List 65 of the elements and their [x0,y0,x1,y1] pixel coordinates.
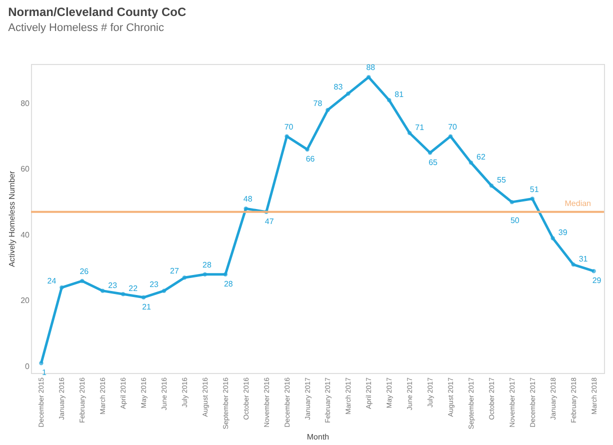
point [326,108,330,112]
y-axis-title: Actively Homeless Number [8,170,17,268]
data-label: 81 [394,90,404,100]
point [60,285,64,290]
data-label: 78 [313,99,323,108]
point [592,268,596,274]
point [510,200,514,204]
y-tick-label: 0 [25,362,30,371]
point [223,272,228,276]
point [571,262,576,267]
point [346,91,350,96]
data-label: 71 [415,123,425,132]
data-label: 70 [448,122,458,132]
data-label: 55 [496,176,506,185]
point [448,134,453,138]
point [489,184,494,188]
y-tick-label: 60 [20,164,30,174]
point [468,160,474,165]
point [141,295,146,300]
point [407,130,412,136]
data-label: 23 [108,280,118,290]
data-label: 83 [334,82,344,92]
point [530,196,534,201]
data-label: 21 [142,302,152,312]
data-label: 22 [128,284,138,294]
y-tick-label: 20 [20,296,30,306]
data-label: 70 [284,122,294,132]
point [305,147,310,152]
data-label: 27 [170,266,180,276]
point [100,288,105,293]
point [366,75,371,80]
y-tick-label: 40 [20,230,30,240]
data-label: 48 [243,194,253,204]
point [39,361,44,366]
chart-title: Norman/Cleveland County CoC [8,5,186,19]
ref-line-label: Median [564,198,591,208]
data-label: 31 [578,254,588,264]
y-tick-label: 80 [20,98,30,108]
point [387,98,392,102]
point [182,276,187,280]
data-label: 50 [510,216,520,226]
data-label: 66 [306,154,316,164]
point [550,236,555,240]
data-label: 24 [47,276,57,286]
point [80,278,84,284]
point [162,288,166,293]
chart-subtitle: Actively Homeless # for Chronic [8,22,164,34]
data-label: 26 [80,266,90,276]
data-label: 28 [202,260,212,270]
data-label: 62 [476,152,486,162]
data-label: 1 [42,368,48,378]
point [244,206,248,211]
point [428,150,432,155]
data-label: 88 [366,63,376,72]
data-label: 29 [592,276,602,286]
point [284,134,289,138]
data-label: 47 [264,216,274,226]
data-label: 23 [150,280,160,289]
data-label: 28 [224,279,234,288]
point [202,272,208,276]
data-label: 51 [530,184,540,194]
point [120,292,126,296]
data-label: 39 [558,228,568,238]
data-label: 65 [428,158,438,167]
x-axis-title: Month [306,432,330,442]
